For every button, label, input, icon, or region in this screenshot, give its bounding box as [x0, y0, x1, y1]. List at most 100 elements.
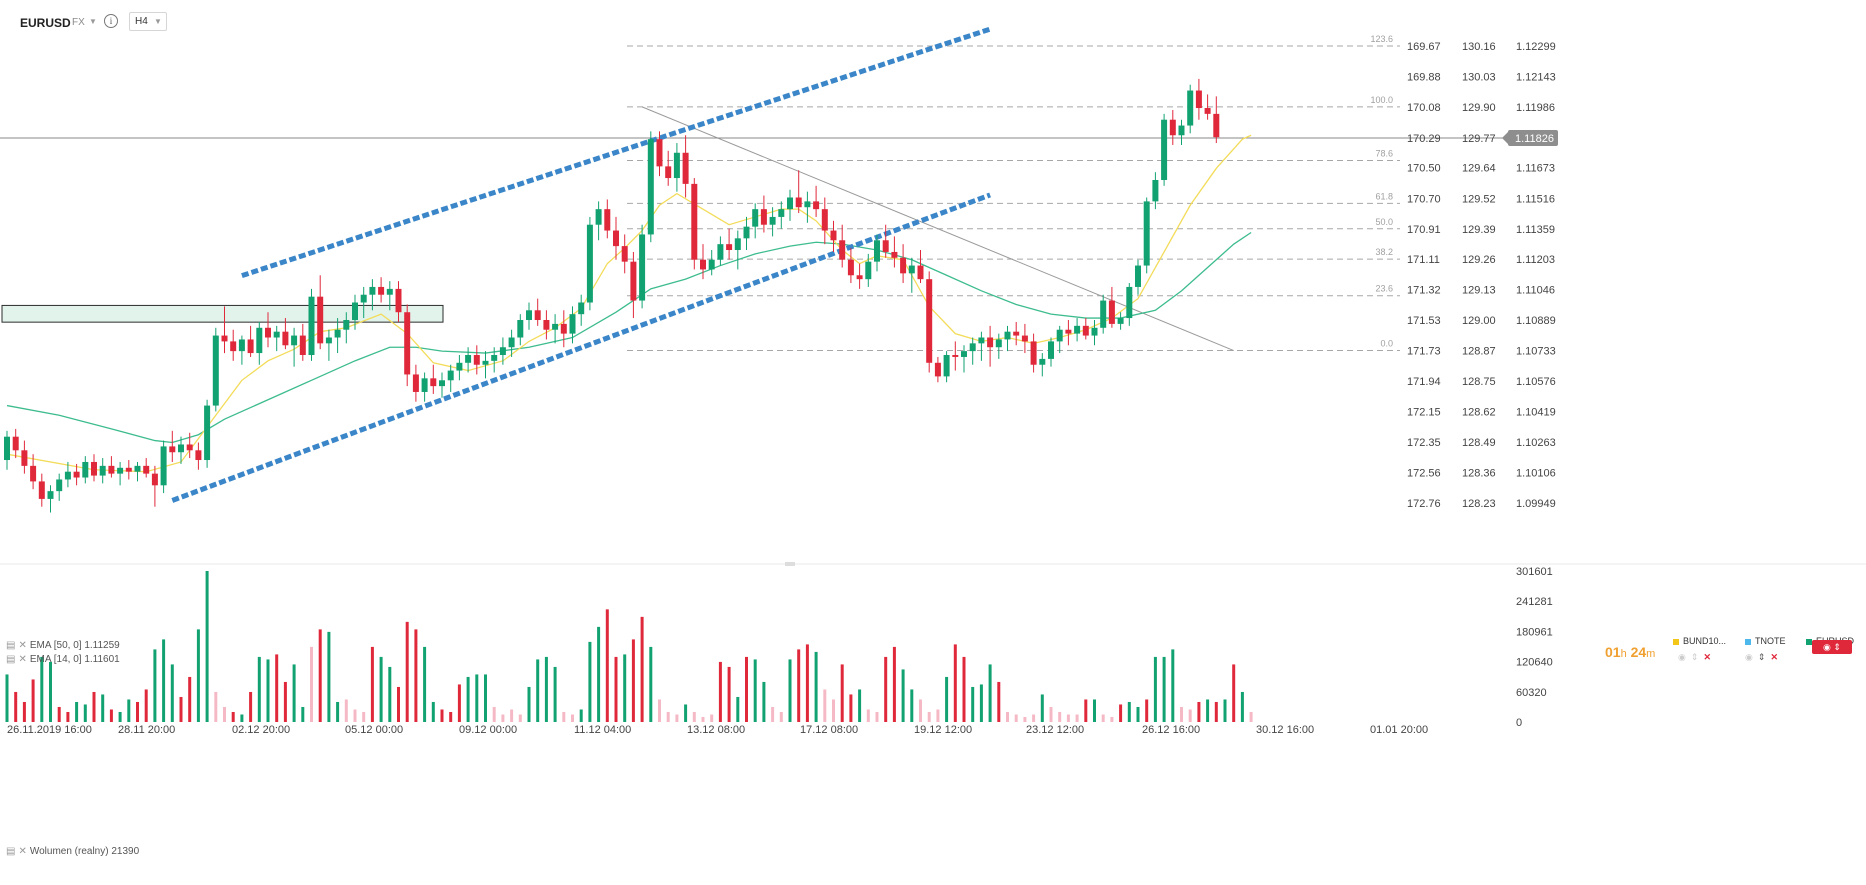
tnote-axis-label: 128.62 [1462, 407, 1496, 419]
eye-icon[interactable]: ◉ [1678, 652, 1686, 662]
price-axis-label: 1.11203 [1516, 254, 1555, 266]
close-icon[interactable]: ✕ [1703, 652, 1711, 662]
time-axis-label: 05.12 00:00 [345, 724, 403, 736]
close-icon[interactable]: ✕ [1770, 652, 1778, 662]
chart-header: EURUSD FX ▼ i H4 ▼ [0, 0, 1866, 42]
tnote-axis-label: 129.52 [1462, 193, 1496, 205]
candle-body [334, 329, 341, 338]
legend-ema14[interactable]: ▤ ✕ EMA [14, 0] 1.11601 [6, 654, 120, 665]
volume-bar [1180, 706, 1183, 722]
bund-axis-label: 169.67 [1407, 41, 1441, 53]
compare-bund-controls[interactable]: ◉ ⇕ ✕ [1678, 652, 1711, 663]
candle-body [421, 378, 428, 392]
channel-lower-line [171, 192, 991, 503]
candle-body [760, 209, 767, 225]
time-axis-label: 11.12 04:00 [574, 724, 631, 736]
settings-icon[interactable]: ▤ [6, 640, 16, 651]
candle-body [1117, 318, 1124, 324]
chevron-down-icon[interactable]: ▼ [89, 17, 97, 26]
volume-bar [858, 689, 862, 722]
bund-axis-label: 171.32 [1407, 285, 1441, 297]
candle-body [934, 362, 941, 377]
volume-bar [640, 616, 644, 722]
eye-icon[interactable]: ◉ [1745, 652, 1753, 662]
volume-bar [571, 714, 574, 722]
volume-bar [814, 651, 818, 722]
volume-bar [832, 699, 835, 722]
candle-body [1004, 331, 1011, 340]
candle-body [369, 286, 376, 295]
volume-bar [1023, 716, 1027, 722]
legend-ema50[interactable]: ▤ ✕ EMA [50, 0] 1.11259 [6, 640, 120, 651]
tnote-axis-label: 129.26 [1462, 254, 1496, 266]
candle-body [395, 288, 402, 313]
price-axis-label: 1.11046 [1516, 285, 1555, 297]
candle-body [621, 246, 628, 262]
swap-icon[interactable]: ⇕ [1757, 652, 1766, 662]
candle-body [265, 327, 271, 338]
candle-body [482, 360, 489, 365]
fib-level-label: 0.0 [1380, 339, 1393, 349]
candle-body [1213, 113, 1220, 138]
candle-body [291, 335, 298, 346]
volume-bar [1214, 701, 1218, 722]
eurusd-visibility-toggle[interactable]: ◉ ⇕ [1812, 640, 1852, 654]
candle-body [456, 362, 463, 371]
volume-bar [75, 701, 79, 722]
volume-bar [518, 714, 522, 722]
volume-bar [884, 656, 888, 722]
volume-bar [353, 709, 357, 722]
volume-bar [1223, 699, 1227, 722]
candle-body [491, 355, 498, 361]
volume-bar [449, 711, 453, 722]
compare-bund-label: BUND10... [1683, 636, 1727, 646]
volume-bar [301, 706, 305, 722]
price-axis-label: 1.10889 [1516, 315, 1556, 327]
candle-timer: 01h 24m [1605, 644, 1655, 660]
volume-bar [1119, 704, 1123, 722]
volume-bar [544, 656, 548, 722]
timeframe-select[interactable]: H4 ▼ [129, 12, 167, 31]
compare-tnote-controls[interactable]: ◉ ⇕ ✕ [1745, 652, 1778, 663]
volume-bar [945, 676, 949, 722]
candle-body [534, 310, 541, 321]
volume-bar [910, 689, 914, 722]
settings-icon[interactable]: ▤ [6, 654, 16, 665]
swap-icon[interactable]: ⇕ [1690, 652, 1699, 662]
compare-bund[interactable]: BUND10... [1673, 636, 1726, 646]
candle-body [752, 209, 759, 227]
volume-bar [405, 621, 409, 722]
candle-body [1013, 331, 1020, 336]
volume-bar [118, 711, 122, 722]
symbol-label[interactable]: EURUSD [20, 16, 71, 30]
fib-level-label: 50.0 [1375, 217, 1393, 227]
candle-body [465, 355, 472, 363]
market-badge[interactable]: FX [72, 17, 85, 28]
candle-body [691, 183, 698, 260]
compare-tnote[interactable]: TNOTE [1745, 636, 1786, 646]
volume-bar [840, 664, 844, 722]
candle-body [847, 259, 854, 276]
volume-bar [979, 684, 983, 722]
close-icon[interactable]: ✕ [18, 846, 27, 857]
legend-volume[interactable]: ▤ ✕ Wolumen (realny) 21390 [6, 846, 139, 857]
close-icon[interactable]: ✕ [18, 654, 27, 665]
volume-bar [492, 706, 496, 722]
close-icon[interactable]: ✕ [18, 640, 27, 651]
volume-bar [40, 656, 44, 722]
candle-body [99, 465, 106, 476]
volume-bar [666, 711, 670, 722]
volume-bar [1171, 649, 1175, 722]
volume-bar [623, 654, 627, 722]
volume-bar [257, 656, 261, 722]
info-icon[interactable]: i [104, 14, 118, 28]
settings-icon[interactable]: ▤ [6, 846, 16, 857]
volume-bar [971, 686, 975, 722]
time-axis-label: 13.12 08:00 [687, 724, 745, 736]
price-axis-label: 1.11359 [1516, 224, 1555, 236]
candle-body [630, 261, 637, 301]
volume-bar [614, 656, 618, 722]
volume-bar [1032, 714, 1036, 722]
volume-bar [692, 711, 696, 722]
